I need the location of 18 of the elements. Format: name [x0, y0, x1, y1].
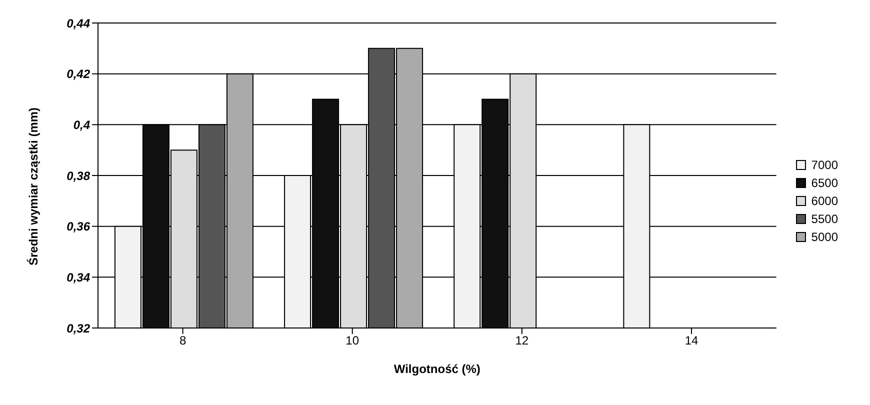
y-tick-label: 0,44 — [66, 16, 90, 30]
legend-label: 5000 — [811, 230, 838, 244]
y-tick-label: 0,38 — [66, 168, 90, 183]
y-tick-label: 0,34 — [66, 270, 90, 284]
legend-label: 5500 — [811, 212, 838, 226]
y-tick-label: 0,42 — [66, 67, 90, 82]
x-tick-label: 10 — [346, 334, 360, 348]
legend-label: 7000 — [811, 158, 838, 172]
x-tick-label: 8 — [179, 334, 186, 348]
legend-label: 6000 — [811, 194, 838, 208]
y-tick-label: 0,36 — [66, 220, 90, 234]
x-tick-label: 14 — [684, 334, 699, 348]
x-axis-title: Wilgotność (%) — [394, 362, 480, 376]
y-tick-label: 0,4 — [73, 118, 90, 132]
y-tick-label: 0,32 — [66, 321, 90, 336]
x-tick-label: 12 — [515, 334, 529, 348]
legend-label: 6500 — [811, 176, 838, 190]
y-axis-title: Średni wymiar cząstki (mm) — [26, 107, 40, 266]
